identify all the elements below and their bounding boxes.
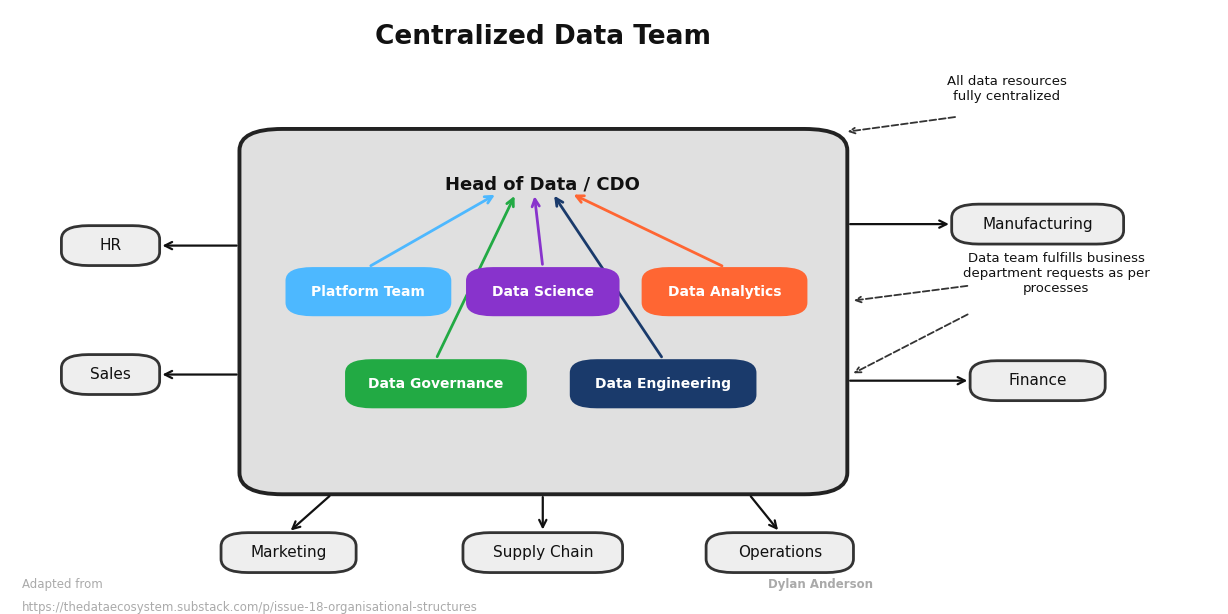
Text: Finance: Finance — [1008, 373, 1067, 388]
FancyBboxPatch shape — [285, 267, 452, 316]
Text: Data Engineering: Data Engineering — [596, 377, 731, 391]
Text: Centralized Data Team: Centralized Data Team — [375, 24, 711, 50]
Text: Data Governance: Data Governance — [368, 377, 503, 391]
FancyBboxPatch shape — [221, 532, 356, 572]
Text: Data Science: Data Science — [491, 285, 594, 298]
Text: Marketing: Marketing — [251, 545, 327, 560]
FancyBboxPatch shape — [641, 267, 808, 316]
Text: Supply Chain: Supply Chain — [492, 545, 593, 560]
Text: Data team fulfills business
department requests as per
processes: Data team fulfills business department r… — [963, 252, 1149, 295]
FancyBboxPatch shape — [239, 129, 847, 494]
Text: Data Analytics: Data Analytics — [668, 285, 781, 298]
FancyBboxPatch shape — [463, 532, 623, 572]
FancyBboxPatch shape — [970, 360, 1105, 400]
Text: Head of Data / CDO: Head of Data / CDO — [446, 175, 640, 193]
Text: Platform Team: Platform Team — [312, 285, 425, 298]
FancyBboxPatch shape — [706, 532, 853, 572]
FancyBboxPatch shape — [345, 359, 527, 408]
FancyBboxPatch shape — [61, 225, 160, 265]
Text: Manufacturing: Manufacturing — [982, 217, 1093, 231]
Text: HR: HR — [99, 238, 122, 253]
FancyBboxPatch shape — [467, 267, 619, 316]
FancyBboxPatch shape — [952, 204, 1124, 244]
Text: Sales: Sales — [90, 367, 131, 382]
FancyBboxPatch shape — [61, 354, 160, 394]
Text: https://thedataecosystem.substack.com/p/issue-18-organisational-structures: https://thedataecosystem.substack.com/p/… — [22, 601, 478, 614]
Text: Operations: Operations — [738, 545, 822, 560]
FancyBboxPatch shape — [570, 359, 756, 408]
Text: Dylan Anderson: Dylan Anderson — [769, 578, 873, 591]
Text: Adapted from: Adapted from — [22, 578, 107, 591]
Text: All data resources
fully centralized: All data resources fully centralized — [947, 75, 1067, 103]
